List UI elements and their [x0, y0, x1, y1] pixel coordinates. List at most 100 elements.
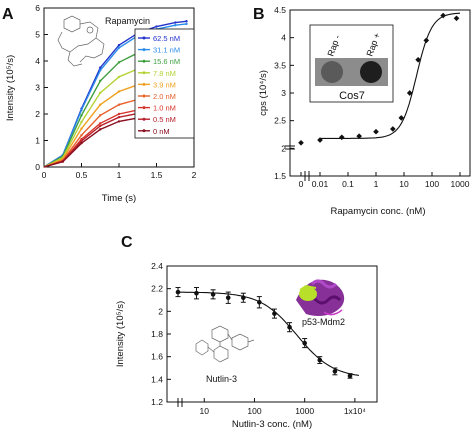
legend-marker [142, 36, 146, 40]
y-tick-label: 4 [281, 33, 286, 43]
data-point [99, 66, 102, 69]
data-point [117, 112, 121, 116]
data-point [117, 46, 121, 49]
legend-entry: 0 nM [153, 127, 170, 136]
legend-entry: 62.5 nM [153, 34, 180, 43]
data-point [287, 324, 292, 330]
x-tick-label: 100 [425, 179, 439, 189]
data-point [80, 134, 83, 137]
data-point [99, 79, 102, 83]
y-tick-label: 5 [35, 30, 40, 40]
legend-entry: 3.9 nM [153, 80, 176, 89]
data-point [117, 120, 121, 123]
data-point [398, 115, 405, 121]
rapamycin-label: Rapamycin [105, 16, 150, 26]
x-axis-label: Nutlin-3 conc. (nM) [232, 419, 312, 430]
x-tick-label: 2 [192, 170, 197, 180]
fit-curve [178, 291, 359, 376]
data-point [61, 160, 64, 163]
data-point [80, 127, 83, 130]
x-axis-break [177, 398, 183, 407]
y-tick-label: 6 [35, 3, 40, 13]
data-point [338, 134, 345, 141]
data-point [99, 114, 102, 117]
panel-b-chart: 0 0.01 0.1 1 10 100 1000 1.5 2 2.5 3 3.5 4 4.5 Rap - … [258, 5, 471, 217]
legend-marker [142, 59, 146, 63]
y-axis-label: Intensity (10⁵/s) [5, 55, 16, 121]
y-tick-label: 2 [35, 109, 40, 119]
data-point [80, 120, 83, 124]
x-tick-label: 10 [200, 406, 210, 416]
x-tick-label: 0.01 [312, 179, 329, 189]
data-point [406, 90, 413, 96]
x-tick-label: 100 [247, 406, 261, 416]
data-point [117, 90, 121, 93]
data-point [257, 299, 262, 305]
x-tick-label: 0.5 [76, 170, 88, 180]
data-point [272, 311, 277, 316]
panel-label-c: C [121, 234, 133, 251]
y-tick-label: 3 [281, 88, 286, 98]
y-axis-label: cps (10⁴/s) [258, 70, 269, 116]
y-tick-label: 1.4 [151, 374, 163, 384]
y-tick-label: 2.5 [274, 116, 286, 126]
nutlin-3-structure-icon [195, 325, 255, 363]
data-point [174, 24, 177, 27]
data-point [332, 369, 338, 374]
legend-marker [142, 82, 146, 86]
data-point [99, 103, 102, 106]
y-tick-label: 1.8 [151, 329, 163, 339]
legend-marker [142, 117, 146, 121]
legend-entry: 2.0 nM [153, 92, 176, 101]
x-tick-label: 0 [299, 179, 304, 189]
p53-mdm2-structure-icon [296, 279, 345, 316]
legend-entry: 15.6 nM [153, 57, 180, 66]
y-tick-label: 2.2 [151, 284, 163, 294]
p53-mdm2-label: p53-Mdm2 [302, 317, 345, 327]
y-tick-label: 4 [35, 56, 40, 66]
legend-entry: 7.8 nM [153, 69, 176, 78]
legend-marker [142, 94, 146, 98]
data-point [80, 114, 83, 117]
data-point [317, 137, 323, 143]
x-tick-label: 1000 [451, 179, 470, 189]
data-point [117, 115, 121, 119]
x-tick-label: 1000 [295, 406, 314, 416]
y-tick-label: 1.6 [151, 352, 163, 362]
cos7-inset: Rap - Rap + Cos7 [309, 24, 394, 103]
data-point [302, 340, 307, 346]
data-point [317, 357, 323, 363]
y-tick-label: 3 [35, 83, 40, 93]
x-tick-label: 0.1 [342, 179, 354, 189]
data-point [117, 75, 121, 79]
panel-label-b: B [253, 6, 265, 23]
data-point [185, 22, 188, 26]
data-point [80, 141, 83, 145]
data-point [194, 290, 199, 296]
y-tick-label: 2 [281, 143, 286, 153]
data-point [210, 292, 216, 297]
panel-c-frame [166, 265, 378, 403]
legend-marker [142, 129, 146, 133]
data-point [80, 108, 83, 112]
data-point [117, 103, 121, 106]
x-tick-label: 1x10⁴ [344, 406, 366, 416]
data-point [99, 122, 102, 125]
cos7-caption: Cos7 [339, 90, 365, 102]
x-tick-label: 1 [117, 170, 122, 180]
x-tick-label: 1.5 [151, 170, 163, 180]
data-point [298, 139, 304, 146]
data-point [356, 133, 362, 139]
x-axis-label: Rapamycin conc. (nM) [330, 206, 425, 217]
y-tick-label: 1.5 [274, 171, 286, 181]
legend-marker [142, 48, 146, 52]
nutlin-3-label: Nutlin-3 [206, 374, 237, 384]
data-point [423, 37, 430, 44]
legend-entry: 1.0 nM [153, 104, 176, 113]
data-point [99, 128, 102, 131]
x-axis-break [304, 171, 310, 181]
rapamycin-structure-icon [57, 15, 105, 67]
y-tick-label: 3.5 [274, 60, 286, 70]
data-point [155, 25, 158, 28]
